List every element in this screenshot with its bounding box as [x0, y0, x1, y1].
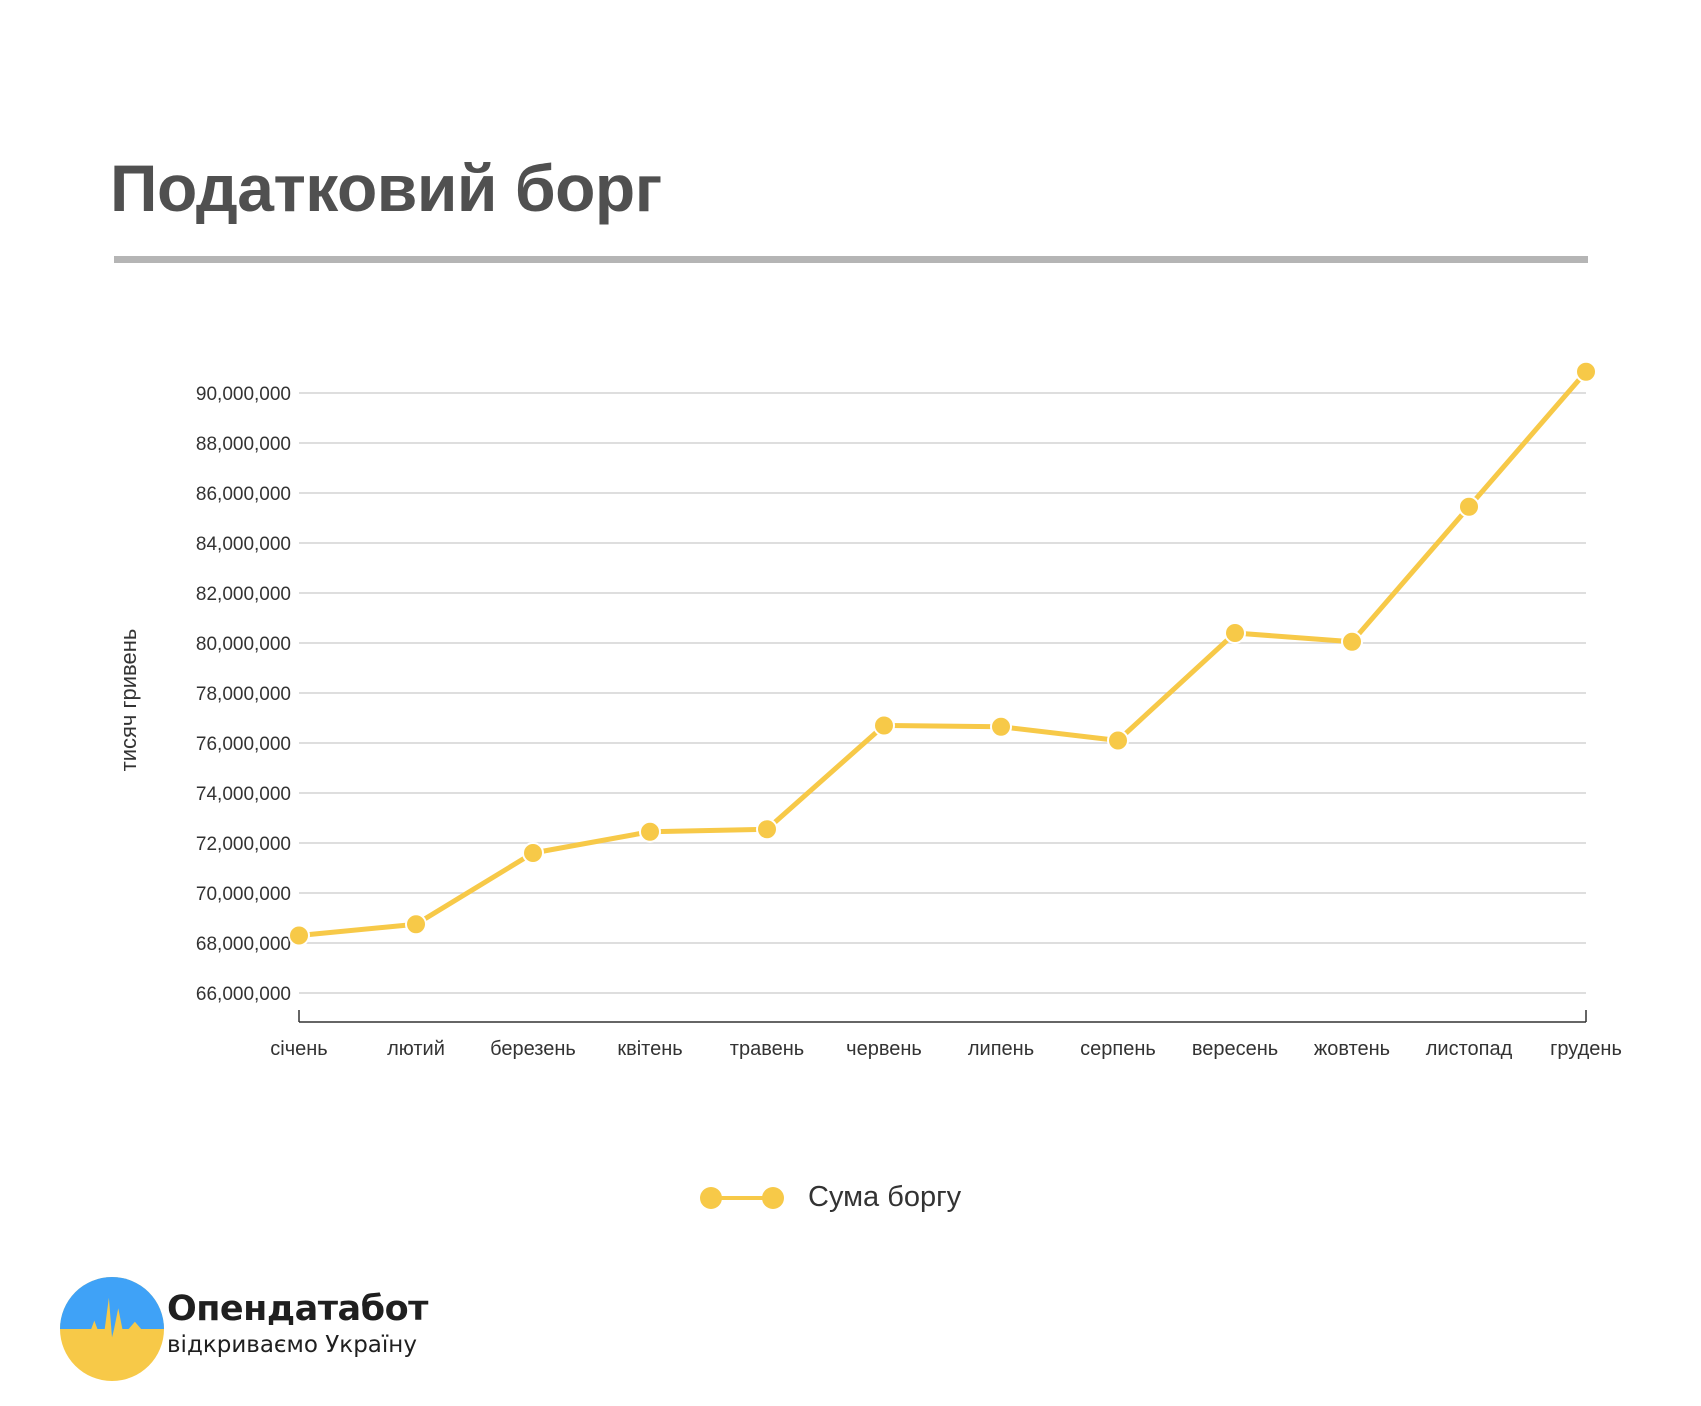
data-point [1107, 729, 1129, 752]
y-tick-label: 82,000,000 [196, 584, 291, 605]
data-point [1341, 630, 1363, 653]
data-point [873, 714, 895, 737]
y-tick-label: 68,000,000 [196, 934, 291, 955]
data-point [990, 715, 1012, 738]
data-point [639, 820, 661, 843]
y-tick-label: 72,000,000 [196, 834, 291, 855]
x-tick-label: січень [270, 1038, 327, 1060]
x-tick-label: жовтень [1314, 1038, 1390, 1060]
y-tick-label: 78,000,000 [196, 684, 291, 705]
series-line [296, 369, 1589, 938]
data-point [522, 842, 544, 864]
x-tick-label: вересень [1192, 1038, 1278, 1060]
y-axis-title: тисяч гривень [116, 629, 141, 772]
x-tick-label: липень [968, 1038, 1034, 1060]
x-tick-label: травень [730, 1038, 804, 1060]
y-tick-label: 90,000,000 [196, 384, 291, 405]
opendatabot-logo-icon [60, 1277, 164, 1381]
data-point [1224, 622, 1246, 644]
y-tick-label: 86,000,000 [196, 484, 291, 505]
x-tick-label: квітень [617, 1038, 682, 1060]
data-point [1575, 360, 1597, 383]
x-tick-label: лютий [387, 1038, 445, 1060]
data-point [756, 818, 778, 841]
legend-label: Сума боргу [808, 1181, 962, 1213]
x-tick-label: червень [846, 1038, 922, 1060]
data-point [405, 913, 427, 936]
x-tick-label: серпень [1080, 1038, 1156, 1060]
y-tick-label: 76,000,000 [196, 734, 291, 755]
y-tick-label: 66,000,000 [196, 984, 291, 1005]
y-tick-label: 74,000,000 [196, 784, 291, 805]
chart-legend: Сума боргу [700, 1181, 961, 1214]
brand-name: Опендатабот [167, 1289, 428, 1329]
y-tick-label: 88,000,000 [196, 434, 291, 455]
x-tick-label: грудень [1550, 1038, 1622, 1060]
brand: Опендатабот відкриваємо Україну [167, 1288, 428, 1360]
data-point [1458, 495, 1480, 518]
y-tick-label: 70,000,000 [196, 884, 291, 905]
x-tick-label: листопад [1426, 1038, 1513, 1060]
legend-marker-icon [700, 1186, 784, 1210]
brand-slogan: відкриваємо Україну [167, 1332, 417, 1358]
x-tick-label: березень [490, 1038, 576, 1060]
y-tick-label: 80,000,000 [196, 634, 291, 655]
y-tick-label: 84,000,000 [196, 534, 291, 555]
title-divider [114, 256, 1588, 263]
data-point [288, 924, 310, 947]
chart-title: Податковий борг [110, 151, 662, 225]
line-chart: 66,000,000 68,000,000 70,000,000 72,000,000… [116, 360, 1622, 1060]
